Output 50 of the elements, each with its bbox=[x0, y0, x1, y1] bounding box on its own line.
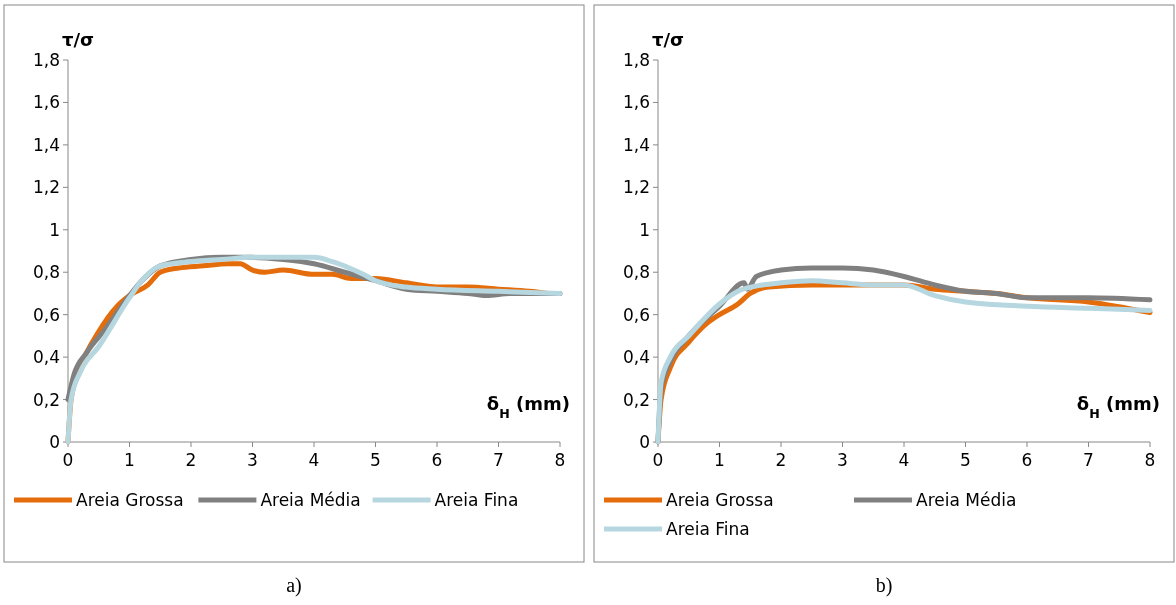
text: b) bbox=[875, 574, 893, 597]
x-tick-label: 2 bbox=[185, 450, 197, 470]
legend-label: Areia Média bbox=[916, 490, 1017, 510]
x-tick-label: 0 bbox=[652, 450, 664, 470]
legend-label: Areia Fina bbox=[434, 490, 519, 510]
y-tick-label: 0 bbox=[49, 432, 60, 452]
x-tick-label: 0 bbox=[62, 450, 74, 470]
text: a) bbox=[286, 574, 302, 597]
x-tick-label: 6 bbox=[1021, 450, 1033, 470]
x-tick-label: 1 bbox=[714, 450, 725, 470]
x-tick-label: 8 bbox=[1144, 450, 1156, 470]
x-tick-label: 3 bbox=[837, 450, 848, 470]
y-axis-title: τ/σ bbox=[652, 29, 685, 50]
y-tick-label: 0 bbox=[639, 432, 650, 452]
x-tick-label: 8 bbox=[554, 450, 566, 470]
y-tick-label: 1 bbox=[639, 219, 650, 240]
y-tick-label: 1,2 bbox=[622, 177, 650, 198]
x-axis-title: δ$_{H}$ (mm) bbox=[1076, 393, 1160, 421]
y-tick-label: 0,4 bbox=[622, 347, 650, 368]
x-tick-label: 6 bbox=[431, 450, 443, 470]
x-axis-title: δ$_{H}$ (mm) bbox=[486, 393, 570, 421]
y-tick-label: 1,4 bbox=[32, 134, 60, 155]
y-tick-label: 1,4 bbox=[622, 134, 650, 155]
y-tick-label: 0,8 bbox=[622, 262, 650, 283]
y-tick-label: 0,2 bbox=[32, 389, 60, 410]
x-tick-label: 1 bbox=[124, 450, 135, 470]
y-tick-label: 1,6 bbox=[622, 92, 650, 113]
y-axis-title: τ/σ bbox=[62, 29, 95, 50]
x-tick-label: 7 bbox=[1083, 450, 1094, 470]
y-tick-label: 1,8 bbox=[622, 50, 650, 70]
x-tick-label: 5 bbox=[960, 450, 971, 470]
y-tick-label: 0,8 bbox=[32, 262, 60, 283]
y-tick-label: 1,2 bbox=[32, 177, 60, 198]
x-tick-label: 7 bbox=[493, 450, 504, 470]
y-tick-label: 1,6 bbox=[32, 92, 60, 113]
x-tick-label: 5 bbox=[370, 450, 381, 470]
y-tick-label: 1 bbox=[49, 219, 60, 240]
x-tick-label: 2 bbox=[775, 450, 787, 470]
x-tick-label: 3 bbox=[247, 450, 258, 470]
x-tick-label: 4 bbox=[308, 450, 320, 470]
y-tick-label: 0,6 bbox=[622, 304, 650, 325]
legend-label: Areia Média bbox=[260, 490, 361, 510]
y-tick-label: 0,2 bbox=[622, 389, 650, 410]
x-tick-label: 4 bbox=[898, 450, 910, 470]
legend-label: Areia Fina bbox=[666, 519, 750, 539]
y-tick-label: 0,4 bbox=[32, 347, 60, 368]
y-tick-label: 1,8 bbox=[32, 50, 60, 70]
legend-label: Areia Grossa bbox=[666, 490, 774, 510]
y-tick-label: 0,6 bbox=[32, 304, 60, 325]
legend-label: Areia Grossa bbox=[76, 490, 184, 510]
